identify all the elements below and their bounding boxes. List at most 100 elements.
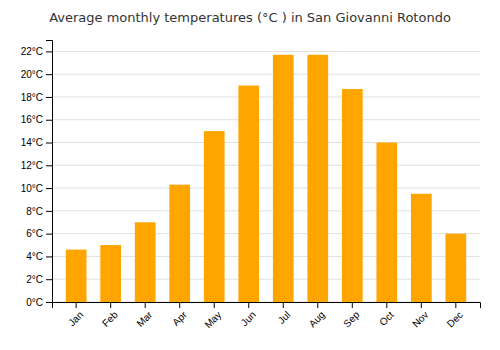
y-tick-mark [46,143,52,144]
x-tick: Jan [66,302,85,328]
y-tick-label: 8°C [26,206,43,217]
x-tick-mark [248,302,249,308]
x-tick-label: Aug [307,309,327,329]
x-tick: Dec [445,302,465,329]
x-tick: Apr [170,302,189,328]
bar [445,234,466,302]
y-tick-label: 4°C [26,251,43,262]
y-tick-mark [46,211,52,212]
y-tick-mark [46,97,52,98]
grid [52,51,480,302]
grid-line [52,74,480,75]
y-tick-label: 6°C [26,228,43,239]
x-tick: Nov [410,302,430,329]
y-tick: 20°C [21,69,52,80]
x-tick-label: Feb [100,309,120,329]
y-axis-line [46,41,53,303]
x-tick-mark [421,302,422,308]
chart: Average monthly temperatures (°C ) in Sa… [0,0,500,350]
x-tick-label: Oct [377,309,396,328]
x-tick-label: May [202,309,223,330]
y-tick-mark [46,51,52,52]
y-axis: 0°C 2°C 4°C 6°C 8°C 10°C 12°C 14°C 16°C 18°C 20°C 2… [21,41,53,308]
bar [238,86,259,302]
x-tick-mark [110,302,111,308]
x-tick-label: Jun [239,309,258,328]
y-tick-label: 0°C [26,297,43,308]
x-tick-mark [352,302,353,308]
x-axis-line [53,303,481,309]
x-axis: Jan Feb Mar Apr May Jun Jul Aug Sep Oct Nov Dec [53,302,481,330]
bar [66,250,87,302]
x-tick-label: Sep [341,309,362,330]
x-tick: Sep [341,302,362,329]
bar [169,185,190,302]
y-tick-mark [46,302,52,303]
x-tick-mark [386,302,387,308]
x-tick-label: Jul [276,309,293,326]
bar [273,55,294,302]
x-tick-mark [283,302,284,308]
x-tick-label: Nov [410,309,430,329]
x-tick-label: Jan [66,309,85,328]
grid-line [52,119,480,120]
x-tick-mark [76,302,77,308]
y-tick-mark [46,165,52,166]
x-tick-mark [179,302,180,308]
y-tick: 22°C [21,46,52,57]
bar [135,222,156,302]
bar [100,245,121,302]
y-tick-mark [46,279,52,280]
x-tick: Oct [377,302,396,328]
grid-line [52,142,480,143]
title: Average monthly temperatures (°C ) in Sa… [49,10,451,25]
y-tick: 16°C [21,114,52,125]
x-tick-label: Apr [170,309,189,328]
x-tick-mark [145,302,146,308]
x-tick-label: Dec [445,309,465,329]
y-tick: 8°C [26,206,52,217]
y-tick-label: 10°C [21,183,43,194]
grid-line [52,96,480,97]
y-tick: 18°C [21,92,52,103]
bar [204,131,225,302]
bars [66,55,466,302]
y-tick: 4°C [26,251,52,262]
bar [342,89,363,302]
y-tick-mark [46,234,52,235]
y-tick-mark [46,256,52,257]
y-tick-label: 22°C [21,46,43,57]
y-tick: 2°C [26,274,52,285]
y-tick: 0°C [26,297,52,308]
x-tick-mark [317,302,318,308]
grid-line [52,165,480,166]
bar [307,55,328,302]
y-tick-mark [46,188,52,189]
y-tick-mark [46,74,52,75]
y-tick: 14°C [21,137,52,148]
y-tick-label: 18°C [21,92,43,103]
y-tick-label: 12°C [21,160,43,171]
x-tick: Feb [100,302,120,329]
x-tick-mark [455,302,456,308]
y-tick: 10°C [21,183,52,194]
y-tick-label: 2°C [26,274,43,285]
y-tick-label: 14°C [21,137,43,148]
x-tick: Aug [307,302,327,329]
y-tick-label: 20°C [21,69,43,80]
x-tick-label: Mar [134,309,154,329]
x-tick: May [202,302,223,330]
grid-line [52,51,480,52]
y-tick-label: 16°C [21,114,43,125]
y-tick: 6°C [26,228,52,239]
plot: 0°C 2°C 4°C 6°C 8°C 10°C 12°C 14°C 16°C 18°C 20°C 2… [21,41,481,331]
x-tick: Jun [239,302,258,328]
y-tick-mark [46,120,52,121]
x-tick: Mar [134,302,154,329]
x-tick-mark [214,302,215,308]
bar [411,194,432,302]
bar [376,143,397,302]
x-tick: Jul [276,302,293,326]
grid-line [52,188,480,189]
y-tick: 12°C [21,160,52,171]
